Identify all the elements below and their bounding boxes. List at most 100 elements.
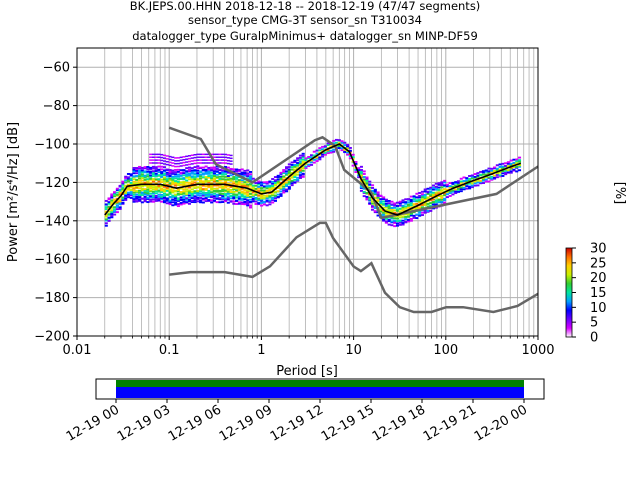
psd-cell <box>362 180 366 183</box>
psd-cell <box>121 186 125 189</box>
psd-cell <box>490 171 494 174</box>
psd-cell <box>168 169 172 171</box>
psd-cell <box>182 169 186 172</box>
psd-cell <box>132 199 136 202</box>
psd-cell <box>268 200 272 203</box>
colorbar-tick-label: 30 <box>590 242 607 257</box>
psd-cell <box>290 168 294 171</box>
psd-cell <box>395 217 400 220</box>
psd-cell <box>121 199 125 202</box>
psd-cell <box>481 178 485 181</box>
psd-cell <box>379 210 383 213</box>
psd-cell <box>470 186 474 189</box>
psd-cell <box>190 172 194 175</box>
psd-cell <box>135 167 139 169</box>
psd-cell <box>182 183 186 186</box>
psd-cell <box>265 194 269 197</box>
psd-cell <box>248 178 253 181</box>
psd-cell <box>174 182 178 185</box>
psd-cell <box>190 176 194 179</box>
psd-cell <box>193 169 197 172</box>
psd-cell <box>165 160 169 163</box>
psd-cell <box>459 186 463 189</box>
psd-cell <box>210 179 214 182</box>
psd-cell <box>129 186 133 189</box>
psd-cell <box>171 172 175 175</box>
psd-cell <box>365 177 369 180</box>
psd-cell <box>221 196 225 199</box>
psd-cell <box>307 165 311 168</box>
psd-cell <box>221 173 225 176</box>
psd-cell <box>182 177 186 180</box>
psd-cell <box>246 193 250 196</box>
psd-cell <box>359 186 363 188</box>
psd-cell <box>174 173 178 176</box>
psd-cell <box>243 173 247 176</box>
psd-cell <box>432 207 436 210</box>
psd-cell <box>171 187 175 190</box>
psd-cell <box>135 175 139 177</box>
psd-cell <box>187 181 192 184</box>
psd-cell <box>129 174 133 177</box>
y-tick-label: −100 <box>34 138 70 153</box>
psd-cell <box>193 166 197 169</box>
psd-cell <box>165 181 169 184</box>
psd-cell <box>212 180 216 183</box>
psd-cell <box>301 162 305 165</box>
psd-cell <box>434 185 438 188</box>
psd-cell <box>415 207 419 210</box>
psd-cell <box>126 188 131 191</box>
psd-cell <box>124 190 128 193</box>
psd-cell <box>201 159 205 161</box>
psd-cell <box>232 202 236 205</box>
psd-cell <box>248 206 253 209</box>
psd-cell <box>248 192 253 195</box>
psd-cell <box>409 206 413 209</box>
psd-cell <box>168 191 172 194</box>
psd-cell <box>287 171 291 174</box>
psd-cell <box>132 200 136 203</box>
psd-cell <box>196 189 200 192</box>
psd-cell <box>365 195 369 198</box>
psd-cell <box>504 164 508 167</box>
psd-cell <box>506 171 510 174</box>
psd-cell <box>420 206 424 209</box>
psd-cell <box>199 156 203 158</box>
psd-cell <box>479 170 483 173</box>
psd-cell <box>179 201 183 204</box>
psd-cell <box>104 218 108 221</box>
psd-cell <box>418 201 422 204</box>
psd-cell <box>151 196 155 199</box>
psd-cell <box>251 200 255 203</box>
psd-cell <box>393 217 397 220</box>
psd-cell <box>182 164 186 167</box>
psd-cell <box>443 199 447 202</box>
psd-cell <box>512 168 516 171</box>
psd-cell <box>509 166 513 169</box>
psd-cell <box>182 178 186 181</box>
psd-cell <box>298 177 302 179</box>
psd-cell <box>210 176 214 179</box>
psd-cell <box>287 170 291 173</box>
psd-cell <box>124 179 128 182</box>
psd-cell <box>357 169 361 171</box>
psd-cell <box>143 181 147 184</box>
psd-cell <box>218 186 222 189</box>
psd-cell <box>124 177 128 180</box>
psd-cell <box>432 193 436 196</box>
psd-cell <box>104 203 108 206</box>
psd-cell <box>301 158 305 161</box>
psd-cell <box>204 153 208 156</box>
psd-cell <box>506 161 510 164</box>
psd-cell <box>481 171 485 174</box>
psd-cell <box>199 177 203 180</box>
psd-cell <box>193 159 197 162</box>
psd-cell <box>118 198 122 201</box>
psd-cell <box>174 199 178 202</box>
psd-cell <box>332 148 336 151</box>
psd-cell <box>440 182 444 185</box>
psd-cell <box>126 173 131 175</box>
psd-cell <box>151 156 155 158</box>
psd-cell <box>218 193 222 196</box>
psd-cell <box>276 193 280 196</box>
